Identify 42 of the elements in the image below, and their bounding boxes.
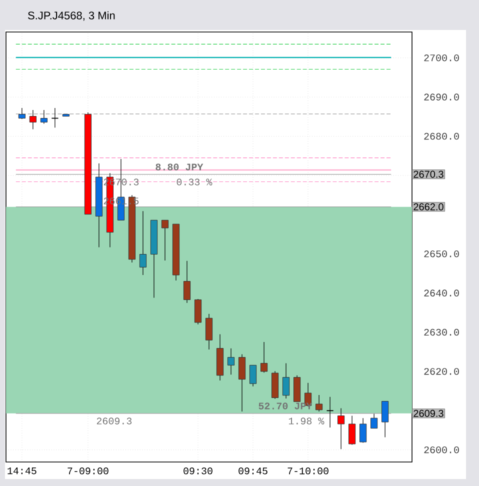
candlestick [139,210,147,276]
candlestick [282,362,290,399]
x-tick-label: 09:30 [184,468,212,474]
candlestick [205,314,213,350]
annotation: 52.70 JPY [258,402,312,410]
y-tick-label: 2620.0 [424,368,459,375]
y-tick-label: 2700.0 [424,54,459,62]
y-tick-label: 2640.0 [424,290,459,296]
annotation: 1.98 % [288,418,324,424]
candlestick [315,394,323,412]
candlestick [194,298,202,325]
candlestick [382,400,389,438]
candlestick [348,415,356,446]
candlestick [227,348,235,375]
x-tick-label: 7-09:00 [68,468,108,474]
ref-line-label: 2670.3 [414,170,444,178]
annotation: 2661.5 [104,198,139,204]
ref-line-label: 2662.0 [414,203,444,210]
candlestick [29,110,37,130]
x-tick-label: 09:45 [238,468,268,474]
candlestick [260,342,268,373]
ref-line-label: 2609.3 [414,410,444,417]
candlestick [370,413,378,429]
candlestick [337,408,345,450]
candlestick [161,220,169,261]
candlestick [18,108,26,120]
candlestick [40,110,48,124]
y-tick-label: 2650.0 [424,250,459,258]
chart-title: S.JP.J4568, 3 Min [28,11,115,21]
candlestick [359,418,367,444]
y-tick-label: 2690.0 [424,94,459,100]
candlestick [238,354,246,412]
candlestick [326,396,334,428]
x-tick-label: 14:45 [8,468,36,474]
candlestick [183,260,191,304]
y-tick-label: 2630.0 [424,328,459,336]
candlestick [249,364,257,387]
annotation: 2609.3 [96,418,132,424]
x-tick-label: 7-10:00 [288,468,328,474]
y-tick-label: 2600.0 [424,446,459,454]
annotation: 8.80 JPY [156,164,204,170]
y-tick-label: 2680.0 [424,132,459,140]
